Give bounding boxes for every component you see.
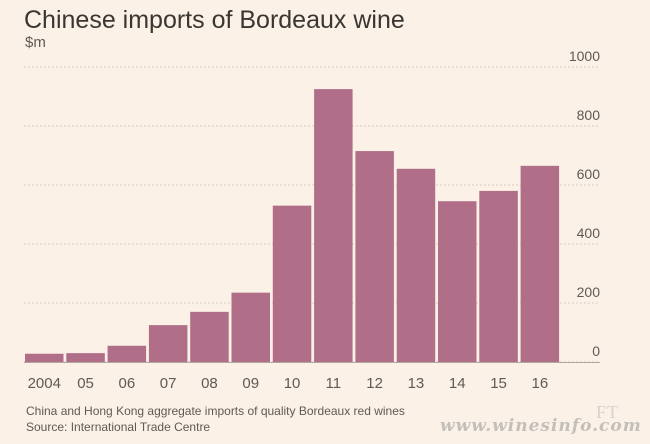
bar-06 <box>107 345 147 362</box>
x-tick-label: 12 <box>366 375 383 392</box>
x-tick-label: 13 <box>408 375 425 392</box>
chart-title: Chinese imports of Bordeaux wine <box>24 6 405 34</box>
bar-11 <box>314 89 353 362</box>
x-tick-label: 2004 <box>28 375 61 392</box>
y-tick-label: 200 <box>577 284 601 300</box>
x-tick-label: 11 <box>326 375 342 392</box>
chart-footnote: China and Hong Kong aggregate imports of… <box>26 404 405 418</box>
y-tick-label: 400 <box>577 225 601 241</box>
x-tick-label: 10 <box>284 375 301 392</box>
x-tick-label: 15 <box>490 375 507 392</box>
bar-10 <box>272 205 312 362</box>
bar-14 <box>438 201 477 362</box>
bar-2004 <box>25 353 64 362</box>
x-tick-label: 06 <box>119 375 136 392</box>
chart-source: Source: International Trade Centre <box>26 420 211 434</box>
bar-chart: 0 200 400 600 800 1000 2004 05 06 07 08 09 10 11 12 13 1… <box>24 48 601 392</box>
y-tick-label: 800 <box>577 107 601 123</box>
bar-05 <box>66 353 105 362</box>
x-tick-label: 08 <box>201 375 218 392</box>
bar-13 <box>396 168 436 362</box>
bar-08 <box>190 311 229 362</box>
y-tick-label: 0 <box>592 343 600 359</box>
x-tick-label: 14 <box>449 375 466 392</box>
watermark-text: www.winesinfo.com <box>440 416 642 436</box>
x-tick-label: 09 <box>242 375 259 392</box>
bar-12 <box>355 151 394 362</box>
bar-09 <box>231 292 270 362</box>
y-tick-label: 1000 <box>569 48 600 64</box>
bar-07 <box>148 325 188 362</box>
y-tick-label: 600 <box>577 166 601 182</box>
x-tick-label: 05 <box>77 375 94 392</box>
x-tick-label: 16 <box>532 375 549 392</box>
y-axis-unit: $m <box>25 34 46 51</box>
bar-16 <box>520 165 560 362</box>
ft-logo: FT <box>596 402 620 422</box>
bar-15 <box>479 190 518 362</box>
x-tick-label: 07 <box>160 375 177 392</box>
